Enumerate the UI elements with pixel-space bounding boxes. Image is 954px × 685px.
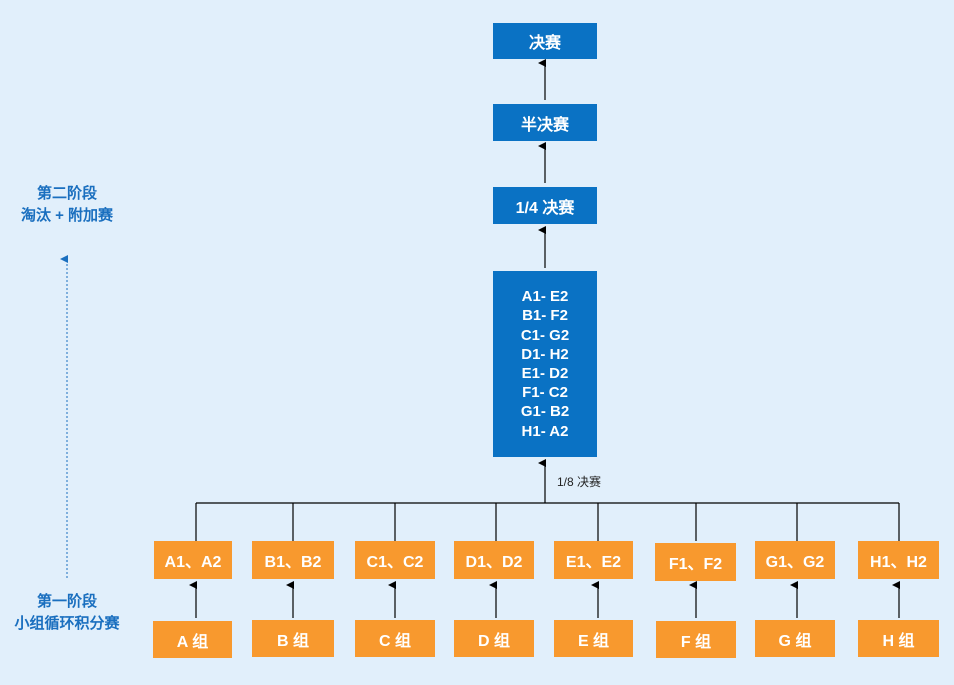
group-box-h: H 组 bbox=[858, 620, 939, 657]
round-of-16-label: 1/8 决赛 bbox=[557, 475, 602, 489]
group-box-f: F 组 bbox=[656, 621, 736, 658]
match-item: A1- E2 bbox=[521, 288, 569, 306]
qualifier-box-g: G1、G2 bbox=[755, 541, 835, 579]
qualifier-box-h: H1、H2 bbox=[858, 541, 939, 579]
match-item: G1- B2 bbox=[520, 403, 570, 421]
qualifier-box-d: D1、D2 bbox=[454, 541, 534, 579]
qualifier-box-c: C1、C2 bbox=[355, 541, 435, 579]
group-box-c: C 组 bbox=[355, 620, 435, 657]
match-item: H1- A2 bbox=[521, 422, 569, 440]
qualifier-box-b: B1、B2 bbox=[252, 541, 334, 579]
qualifier-box-f: F1、F2 bbox=[655, 543, 736, 581]
match-item: B1- F2 bbox=[522, 307, 568, 325]
match-item: E1- D2 bbox=[521, 365, 569, 382]
group-box-b: B 组 bbox=[252, 620, 334, 657]
first-stage-title: 第一阶段 bbox=[36, 593, 97, 610]
qualifier-box-e: E1、E2 bbox=[554, 541, 633, 579]
round-of-16-box: A1- E2 B1- F2 C1- G2 D1- H2 E1- D2 F1- C… bbox=[493, 271, 597, 457]
first-stage-label: 第一阶段 小组循环积分赛 bbox=[0, 591, 134, 635]
match-item: D1- H2 bbox=[521, 345, 569, 363]
qualifier-box-a: A1、A2 bbox=[154, 541, 232, 579]
group-box-a: A 组 bbox=[153, 621, 232, 658]
group-box-d: D 组 bbox=[454, 620, 534, 657]
match-item: F1- C2 bbox=[522, 384, 568, 402]
second-stage-label: 第二阶段 淘汰 + 附加赛 bbox=[0, 183, 134, 227]
group-box-e: E 组 bbox=[554, 620, 633, 657]
group-box-g: G 组 bbox=[755, 620, 835, 657]
semi-final-box: 半决赛 bbox=[493, 104, 597, 141]
second-stage-subtitle: 淘汰 + 附加赛 bbox=[20, 207, 114, 224]
quarter-final-box: 1/4 决赛 bbox=[493, 187, 597, 224]
first-stage-subtitle: 小组循环积分赛 bbox=[14, 615, 120, 632]
match-item: C1- G2 bbox=[520, 326, 570, 344]
final-box: 决赛 bbox=[493, 23, 597, 59]
second-stage-title: 第二阶段 bbox=[36, 185, 97, 202]
